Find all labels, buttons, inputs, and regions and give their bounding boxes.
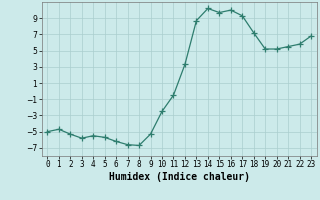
X-axis label: Humidex (Indice chaleur): Humidex (Indice chaleur) <box>109 172 250 182</box>
